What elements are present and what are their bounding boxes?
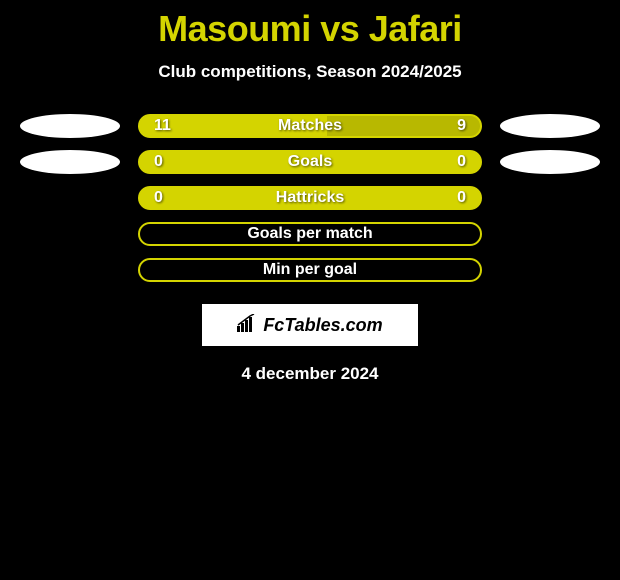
player-left-avatar [20, 150, 120, 174]
stat-bar-goals: 0 Goals 0 [138, 150, 482, 174]
player-right-avatar [500, 150, 600, 174]
stat-row-hattricks: 0 Hattricks 0 [0, 186, 620, 210]
chart-icon [237, 314, 259, 337]
stat-left-value: 11 [154, 117, 171, 135]
stat-label: Hattricks [276, 189, 344, 207]
stat-row-goals: 0 Goals 0 [0, 150, 620, 174]
stat-label: Min per goal [263, 261, 357, 279]
stat-bar-matches: 11 Matches 9 [138, 114, 482, 138]
stat-row-matches: 11 Matches 9 [0, 114, 620, 138]
stat-right-value: 0 [457, 153, 466, 171]
comparison-infographic: Masoumi vs Jafari Club competitions, Sea… [0, 0, 620, 384]
player-right-avatar [500, 114, 600, 138]
stat-right-value: 9 [457, 117, 466, 135]
stat-row-min-per-goal: Min per goal [0, 258, 620, 282]
stat-left-value: 0 [154, 189, 163, 207]
page-title: Masoumi vs Jafari [0, 8, 620, 50]
stat-label: Matches [278, 117, 342, 135]
stat-right-value: 0 [457, 189, 466, 207]
page-subtitle: Club competitions, Season 2024/2025 [0, 62, 620, 82]
stat-bar-goals-per-match: Goals per match [138, 222, 482, 246]
stat-row-goals-per-match: Goals per match [0, 222, 620, 246]
brand-label: FcTables.com [263, 315, 382, 336]
stat-bar-min-per-goal: Min per goal [138, 258, 482, 282]
date-text: 4 december 2024 [0, 364, 620, 384]
brand-text: FcTables.com [237, 314, 382, 337]
player-left-avatar [20, 114, 120, 138]
stat-left-value: 0 [154, 153, 163, 171]
stat-bar-hattricks: 0 Hattricks 0 [138, 186, 482, 210]
stat-label: Goals [288, 153, 332, 171]
brand-logo-box: FcTables.com [202, 304, 418, 346]
stat-label: Goals per match [247, 225, 372, 243]
